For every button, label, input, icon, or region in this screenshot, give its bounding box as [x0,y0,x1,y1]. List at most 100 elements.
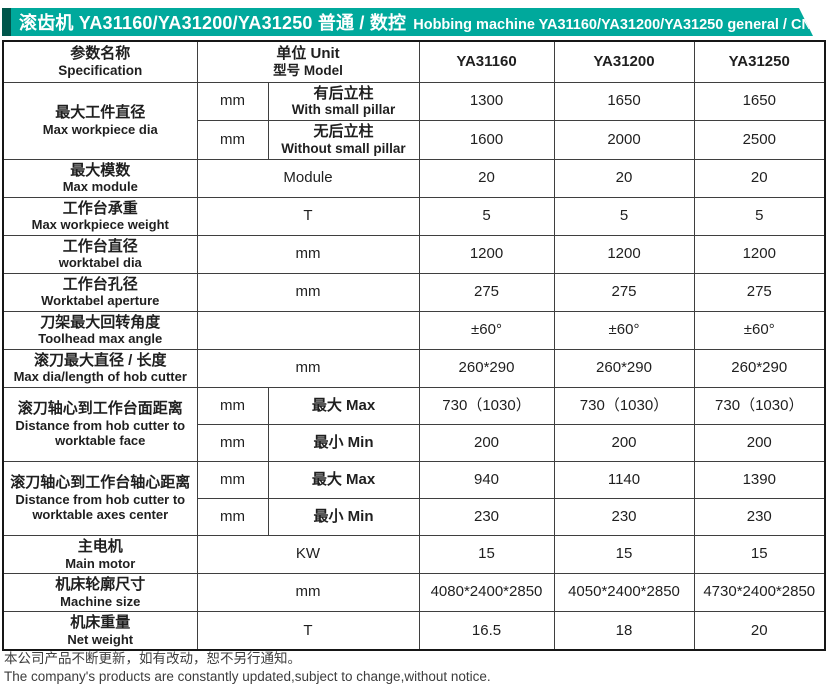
model-variant-cell: 最大 Max [267,460,420,499]
spec-label-cell: 最大模数 Max module [2,158,198,198]
unit-cell: mm [196,460,269,499]
model-variant-cell: 无后立柱 Without small pillar [267,120,420,160]
value-cell: 275 [418,272,555,312]
unit-model-merged-cell: mm [196,572,420,612]
table-row: mm 无后立柱 Without small pillar 1600 2000 2… [3,120,826,160]
value-cell: 200 [553,423,695,462]
value-cell: 1650 [553,81,695,122]
banner-accent-block [2,8,11,36]
value-cell: ±60° [418,310,555,350]
page-title-english: Hobbing machine YA31160/YA31200/YA31250 … [413,17,823,33]
table-row: 最大模数 Max module Module 20 20 20 [2,158,826,198]
table-row: 最大工件直径 Max workpiece dia mm 有后立柱 With sm… [2,81,826,160]
value-cell: 15 [418,534,555,574]
value-cell: 230 [693,497,826,536]
value-cell: 1200 [418,234,555,274]
unit-cell: mm [196,81,269,122]
spec-label-cell: 机床重量 Net weight [2,610,198,651]
model-variant-cell: 有后立柱 With small pillar [267,81,420,122]
value-cell: 730（1030） [553,386,695,425]
unit-model-merged-cell: Module [196,158,420,198]
value-cell: ±60° [693,310,826,350]
value-cell: ±60° [553,310,695,350]
table-header-row: 参数名称 Specification 单位 Unit 型号 Model YA31… [2,40,826,83]
value-cell: 4050*2400*2850 [553,572,695,612]
disclaimer-note: 本公司产品不断更新，如有改动，恕不另行通知。 The company's pro… [4,650,491,686]
value-cell: 230 [553,497,695,536]
unit-model-merged-cell: T [196,610,420,651]
value-cell: 16.5 [418,610,555,651]
page-title: 滚齿机 YA31160/YA31200/YA31250 普通 / 数控 Hobb… [11,9,822,35]
unit-cell: mm [196,423,269,462]
value-cell: 1390 [693,460,826,499]
unit-model-merged-cell [196,310,420,350]
table-row: 滚刀最大直径 / 长度 Max dia/length of hob cutter… [2,348,826,388]
value-cell: 940 [418,460,555,499]
spec-label-cell: 工作台孔径 Worktabel aperture [2,272,198,312]
value-cell: 1600 [418,120,555,160]
table-row: 滚刀轴心到工作台面距离 Distance from hob cutter to … [2,386,826,462]
unit-model-merged-cell: T [196,196,420,236]
value-cell: 15 [693,534,826,574]
value-cell: 730（1030） [418,386,555,425]
value-cell: 20 [693,158,826,198]
value-cell: 230 [418,497,555,536]
table-row: mm 最小 Min 200 200 200 [3,423,826,462]
unit-model-merged-cell: KW [196,534,420,574]
value-cell: 1650 [693,81,826,122]
table-row: 机床轮廓尺寸 Machine size mm 4080*2400*2850 40… [2,572,826,612]
header-model-ya31250: YA31250 [693,40,826,83]
title-banner: 滚齿机 YA31160/YA31200/YA31250 普通 / 数控 Hobb… [2,8,813,36]
value-cell: 20 [693,610,826,651]
spec-label-cell: 主电机 Main motor [2,534,198,574]
header-specification: 参数名称 Specification [2,40,198,83]
table-row: 工作台孔径 Worktabel aperture mm 275 275 275 [2,272,826,312]
spec-label-cell: 工作台承重 Max workpiece weight [2,196,198,236]
unit-cell: mm [196,497,269,536]
disclaimer-english: The company's products are constantly up… [4,669,491,685]
table-row: 刀架最大回转角度 Toolhead max angle ±60° ±60° ±6… [2,310,826,350]
header-unit-model: 单位 Unit 型号 Model [196,40,420,83]
model-variant-cell: 最小 Min [267,497,420,536]
value-cell: 20 [553,158,695,198]
table-row: 滚刀轴心到工作台轴心距离 Distance from hob cutter to… [2,460,826,536]
value-cell: 4080*2400*2850 [418,572,555,612]
value-cell: 5 [418,196,555,236]
value-cell: 15 [553,534,695,574]
table-row: 主电机 Main motor KW 15 15 15 [2,534,826,574]
value-cell: 5 [693,196,826,236]
header-model-ya31200: YA31200 [553,40,695,83]
unit-cell: mm [196,120,269,160]
value-cell: 275 [553,272,695,312]
specification-table: 参数名称 Specification 单位 Unit 型号 Model YA31… [2,40,826,651]
unit-cell: mm [196,386,269,425]
table-row: 工作台承重 Max workpiece weight T 5 5 5 [2,196,826,236]
unit-model-merged-cell: mm [196,272,420,312]
unit-model-merged-cell: mm [196,234,420,274]
value-cell: 1200 [553,234,695,274]
value-cell: 2000 [553,120,695,160]
page-title-chinese: 滚齿机 YA31160/YA31200/YA31250 普通 / 数控 [19,13,407,33]
spec-label-cell: 滚刀轴心到工作台轴心距离 Distance from hob cutter to… [2,460,198,536]
value-cell: 4730*2400*2850 [693,572,826,612]
header-model-ya31160: YA31160 [418,40,555,83]
spec-label-cell: 最大工件直径 Max workpiece dia [2,81,198,160]
value-cell: 260*290 [418,348,555,388]
value-cell: 200 [693,423,826,462]
value-cell: 200 [418,423,555,462]
value-cell: 1200 [693,234,826,274]
value-cell: 1140 [553,460,695,499]
spec-label-cell: 机床轮廓尺寸 Machine size [2,572,198,612]
spec-label-cell: 滚刀最大直径 / 长度 Max dia/length of hob cutter [2,348,198,388]
value-cell: 730（1030） [693,386,826,425]
unit-model-merged-cell: mm [196,348,420,388]
disclaimer-chinese: 本公司产品不断更新，如有改动，恕不另行通知。 [4,651,301,666]
value-cell: 18 [553,610,695,651]
table-row: mm 最小 Min 230 230 230 [3,497,826,536]
value-cell: 1300 [418,81,555,122]
table-row: 机床重量 Net weight T 16.5 18 20 [2,610,826,651]
model-variant-cell: 最大 Max [267,386,420,425]
spec-label-cell: 刀架最大回转角度 Toolhead max angle [2,310,198,350]
value-cell: 260*290 [693,348,826,388]
